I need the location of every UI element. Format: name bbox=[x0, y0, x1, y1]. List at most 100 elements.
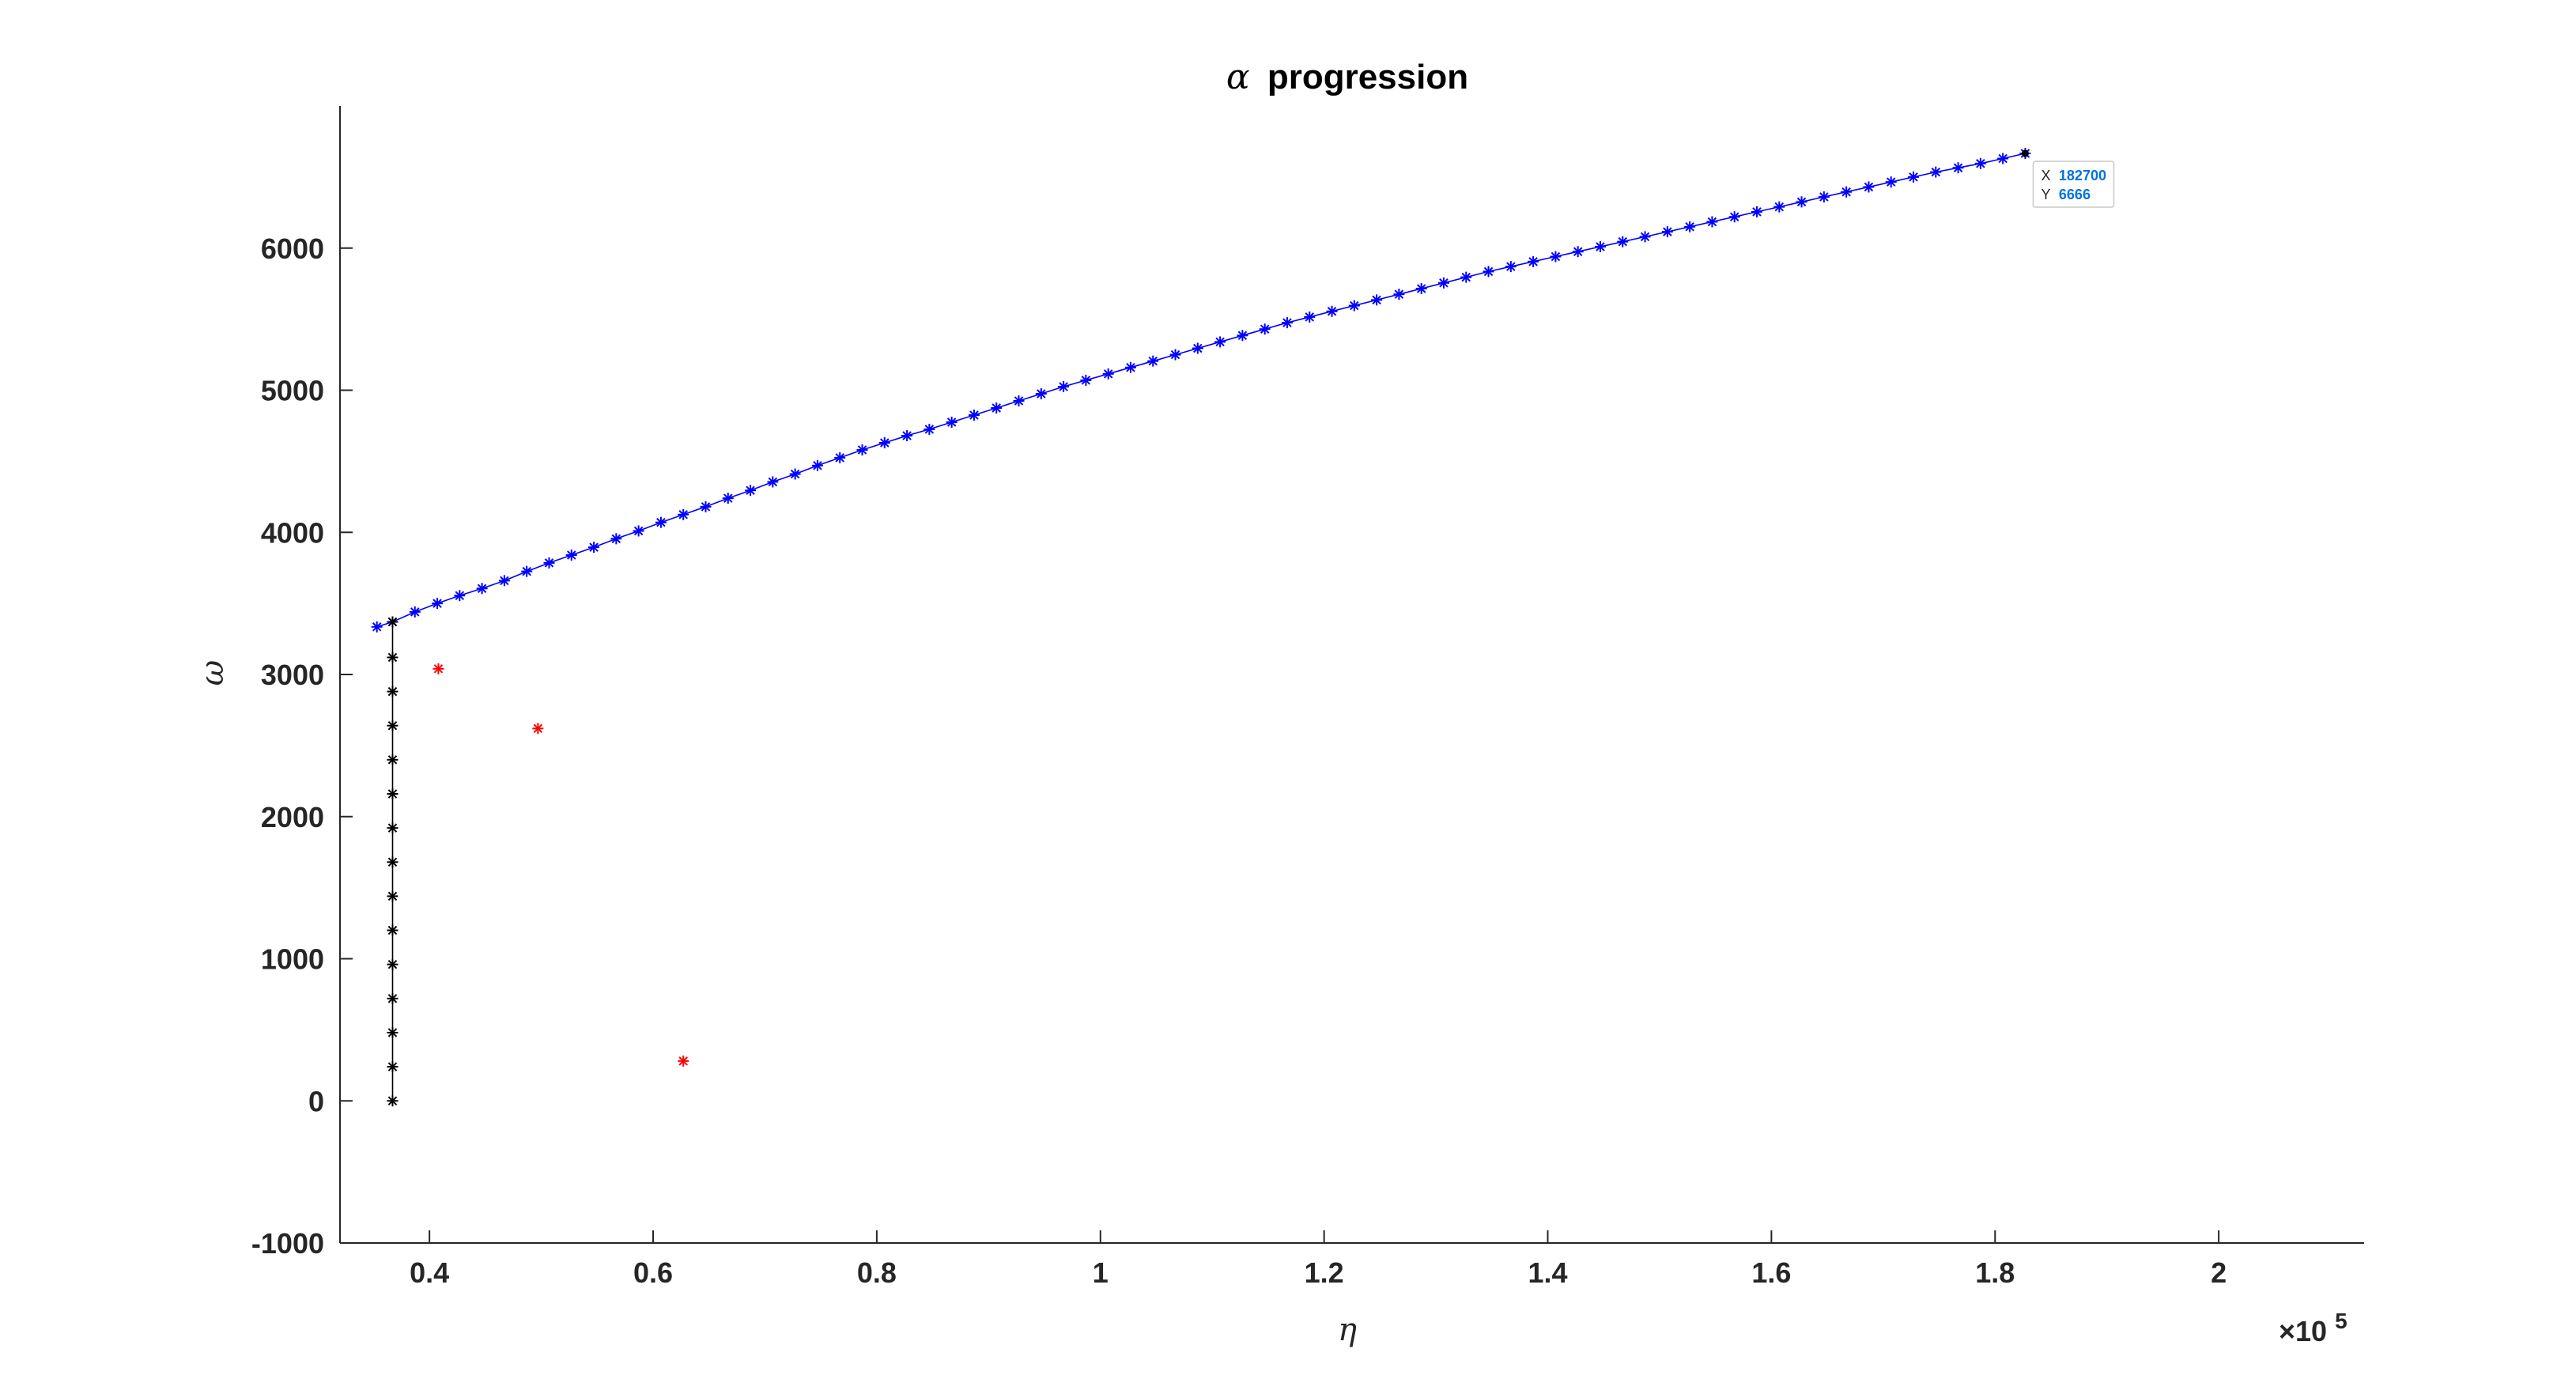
data-point[interactable] bbox=[811, 459, 823, 471]
data-point[interactable] bbox=[1550, 251, 1562, 263]
x-tick-label: 0.8 bbox=[857, 1256, 897, 1289]
data-point[interactable] bbox=[387, 652, 398, 663]
data-point[interactable] bbox=[1214, 336, 1226, 348]
data-point[interactable] bbox=[387, 1026, 398, 1038]
datatip[interactable]: X 182700 Y 6666 bbox=[2021, 149, 2115, 208]
data-point[interactable] bbox=[387, 992, 398, 1004]
data-point[interactable] bbox=[1237, 330, 1248, 342]
x-tick-label: 1.6 bbox=[1751, 1256, 1791, 1289]
data-point[interactable] bbox=[1437, 277, 1449, 289]
data-point[interactable] bbox=[387, 822, 398, 834]
data-point[interactable] bbox=[1013, 395, 1025, 406]
data-point[interactable] bbox=[387, 890, 398, 902]
data-point[interactable] bbox=[1952, 162, 1964, 174]
x-exponent-label: ×10 5 bbox=[2279, 1309, 2347, 1347]
data-point[interactable] bbox=[1796, 196, 1807, 208]
data-point[interactable] bbox=[1058, 381, 1070, 393]
data-point[interactable] bbox=[588, 542, 600, 553]
data-point[interactable] bbox=[1841, 186, 1853, 198]
data-point[interactable] bbox=[432, 598, 444, 610]
data-point[interactable] bbox=[1639, 231, 1651, 243]
data-point[interactable] bbox=[521, 565, 533, 577]
data-point[interactable] bbox=[991, 402, 1003, 414]
data-point[interactable] bbox=[700, 501, 712, 512]
data-point[interactable] bbox=[1572, 246, 1584, 258]
data-point[interactable] bbox=[1818, 191, 1830, 203]
data-point[interactable] bbox=[387, 720, 398, 731]
data-point[interactable] bbox=[901, 430, 913, 442]
data-point[interactable] bbox=[1080, 374, 1092, 386]
data-point[interactable] bbox=[789, 468, 801, 480]
data-point[interactable] bbox=[532, 723, 544, 735]
data-point[interactable] bbox=[1393, 289, 1405, 300]
data-point[interactable] bbox=[678, 508, 689, 520]
data-point[interactable] bbox=[1035, 387, 1047, 399]
data-point[interactable] bbox=[655, 516, 667, 528]
data-point[interactable] bbox=[678, 1055, 689, 1067]
data-point[interactable] bbox=[1885, 176, 1897, 188]
data-point[interactable] bbox=[767, 476, 779, 488]
data-point[interactable] bbox=[1348, 300, 1360, 312]
data-point[interactable] bbox=[1930, 166, 1942, 178]
data-point[interactable] bbox=[610, 533, 622, 545]
data-point[interactable] bbox=[432, 663, 444, 674]
data-point[interactable] bbox=[1147, 355, 1159, 367]
data-point[interactable] bbox=[1169, 349, 1181, 361]
data-point[interactable] bbox=[498, 575, 510, 587]
data-point[interactable] bbox=[1908, 171, 1920, 183]
data-point[interactable] bbox=[1460, 271, 1472, 283]
x-exponent-power: 5 bbox=[2335, 1309, 2347, 1333]
data-point[interactable] bbox=[387, 856, 398, 868]
data-point[interactable] bbox=[1124, 361, 1136, 373]
data-point[interactable] bbox=[454, 590, 466, 602]
data-point[interactable] bbox=[387, 1061, 398, 1073]
data-point[interactable] bbox=[387, 788, 398, 799]
data-point[interactable] bbox=[1415, 282, 1427, 294]
data-point[interactable] bbox=[543, 557, 555, 569]
data-point[interactable] bbox=[1684, 221, 1696, 232]
data-point[interactable] bbox=[1528, 255, 1539, 267]
data-point[interactable] bbox=[946, 416, 958, 428]
data-point[interactable] bbox=[1706, 216, 1718, 228]
data-point[interactable] bbox=[565, 550, 577, 561]
data-point[interactable] bbox=[1728, 211, 1740, 223]
data-point[interactable] bbox=[856, 444, 868, 455]
data-point[interactable] bbox=[1751, 206, 1762, 217]
data-point[interactable] bbox=[1974, 157, 1986, 169]
data-point[interactable] bbox=[633, 525, 644, 537]
data-point[interactable] bbox=[387, 958, 398, 970]
y-ticks: -1000 0 1000 2000 3000 4000 5000 6000 bbox=[251, 232, 353, 1260]
data-point[interactable] bbox=[1617, 236, 1629, 247]
data-point[interactable] bbox=[1102, 368, 1114, 380]
data-point[interactable] bbox=[387, 754, 398, 765]
data-point[interactable] bbox=[1259, 323, 1271, 335]
data-point[interactable] bbox=[1483, 266, 1494, 278]
data-point[interactable] bbox=[1997, 153, 2009, 164]
data-point[interactable] bbox=[1326, 305, 1338, 317]
data-point[interactable] bbox=[1863, 181, 1875, 193]
data-point[interactable] bbox=[371, 621, 383, 633]
data-point[interactable] bbox=[1594, 240, 1606, 252]
data-point[interactable] bbox=[924, 423, 935, 435]
data-point[interactable] bbox=[722, 493, 734, 504]
data-point[interactable] bbox=[834, 451, 846, 463]
data-point[interactable] bbox=[387, 1095, 398, 1107]
data-point[interactable] bbox=[1505, 261, 1517, 273]
data-point[interactable] bbox=[1773, 201, 1785, 213]
data-point[interactable] bbox=[1661, 226, 1673, 238]
data-point[interactable] bbox=[387, 616, 398, 628]
data-point[interactable] bbox=[745, 485, 757, 497]
data-point[interactable] bbox=[409, 606, 421, 618]
data-point[interactable] bbox=[1371, 294, 1383, 306]
data-point[interactable] bbox=[387, 686, 398, 697]
plot-area[interactable] bbox=[371, 148, 2031, 1107]
data-point[interactable] bbox=[476, 583, 488, 595]
data-point[interactable] bbox=[968, 409, 980, 421]
data-point[interactable] bbox=[387, 924, 398, 936]
data-point[interactable] bbox=[1304, 311, 1316, 323]
data-point[interactable] bbox=[878, 437, 890, 449]
x-tick-label: 1.8 bbox=[1975, 1256, 2015, 1289]
data-point[interactable] bbox=[1192, 342, 1203, 354]
data-point[interactable] bbox=[1281, 317, 1293, 329]
x-exponent-base: ×10 bbox=[2279, 1315, 2327, 1347]
